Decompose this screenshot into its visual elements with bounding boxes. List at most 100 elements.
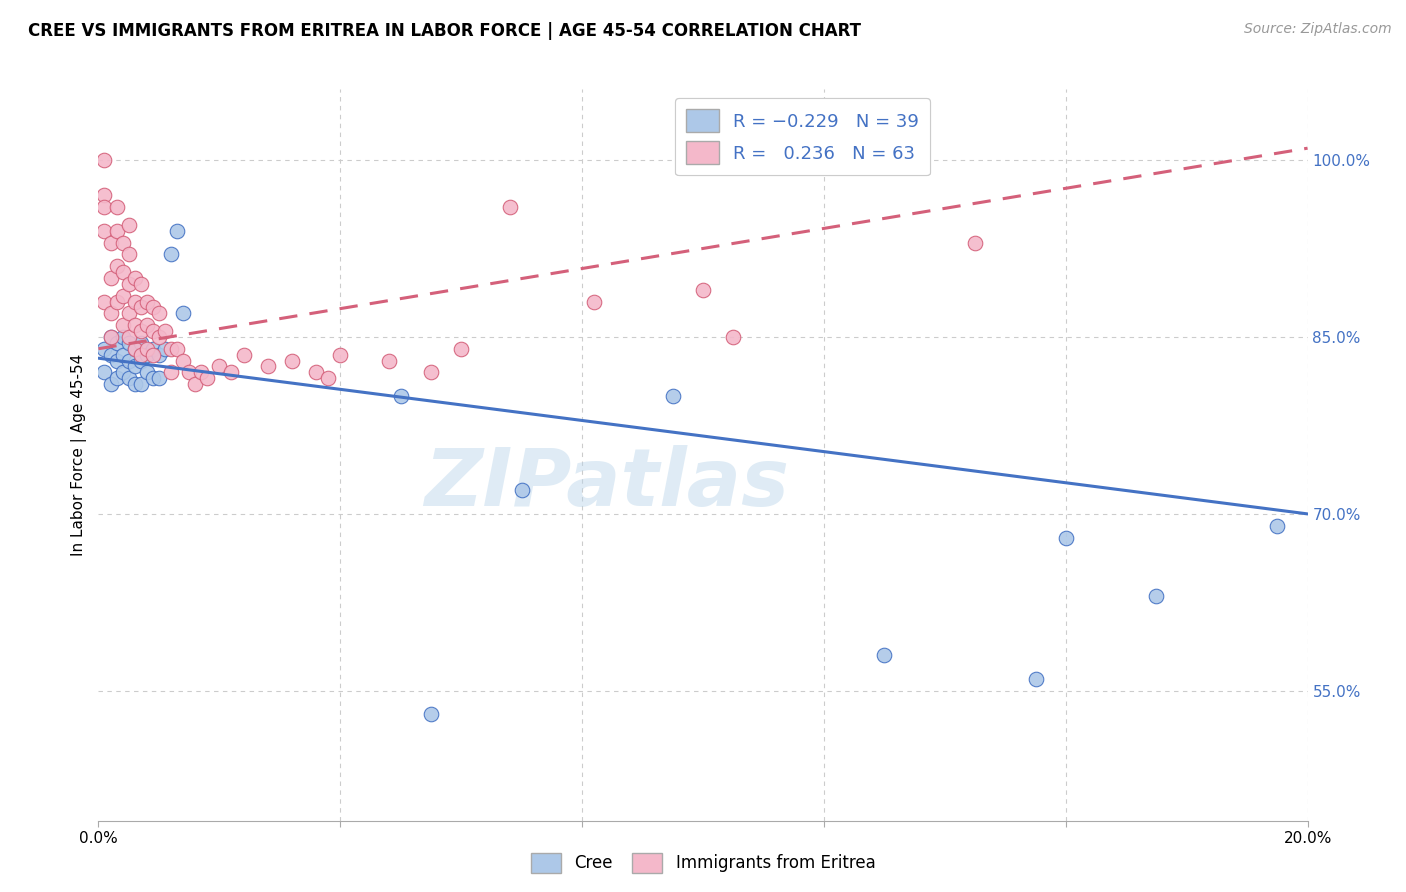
Point [105,353,128,368]
Point [389,389,412,403]
Point [111,318,134,333]
Point [232,348,254,362]
Point [105,200,128,214]
Point [100,235,122,250]
Point [142,348,165,362]
Point [190,365,212,379]
Point [420,707,443,722]
Point [498,200,520,214]
Point [100,377,122,392]
Point [124,359,146,374]
Point [160,247,183,261]
Point [93,200,115,214]
Point [166,224,188,238]
Point [142,371,165,385]
Point [124,342,146,356]
Point [124,294,146,309]
Point [129,348,152,362]
Point [118,277,141,291]
Point [135,294,157,309]
Point [129,301,152,315]
Point [172,306,194,320]
Point [160,342,183,356]
Point [129,277,152,291]
Point [148,371,170,385]
Point [305,365,328,379]
Point [93,365,115,379]
Point [124,271,146,285]
Text: CREE VS IMMIGRANTS FROM ERITREA IN LABOR FORCE | AGE 45-54 CORRELATION CHART: CREE VS IMMIGRANTS FROM ERITREA IN LABOR… [28,22,860,40]
Point [148,348,170,362]
Point [1054,531,1077,545]
Point [583,294,606,309]
Point [111,330,134,344]
Point [873,648,896,663]
Point [105,224,128,238]
Point [153,342,176,356]
Point [329,348,352,362]
Point [118,218,141,232]
Point [965,235,987,250]
Legend: Cree, Immigrants from Eritrea: Cree, Immigrants from Eritrea [524,847,882,880]
Point [135,342,157,356]
Point [195,371,218,385]
Point [184,377,207,392]
Point [105,294,128,309]
Point [105,259,128,273]
Point [208,359,231,374]
Point [111,288,134,302]
Point [93,342,115,356]
Text: Source: ZipAtlas.com: Source: ZipAtlas.com [1244,22,1392,37]
Point [135,365,157,379]
Point [377,353,399,368]
Point [135,348,157,362]
Text: ZIPatlas: ZIPatlas [423,445,789,524]
Point [420,365,443,379]
Point [100,348,122,362]
Point [221,365,243,379]
Point [100,330,122,344]
Point [1267,518,1289,533]
Point [129,353,152,368]
Point [153,324,176,338]
Point [111,348,134,362]
Point [118,330,141,344]
Point [723,330,745,344]
Point [111,265,134,279]
Point [281,353,304,368]
Point [124,318,146,333]
Point [510,483,533,498]
Point [692,283,714,297]
Y-axis label: In Labor Force | Age 45-54: In Labor Force | Age 45-54 [72,354,87,556]
Point [450,342,472,356]
Point [662,389,685,403]
Point [118,371,141,385]
Point [1024,672,1046,686]
Point [105,335,128,350]
Point [160,365,183,379]
Point [148,306,170,320]
Point [100,306,122,320]
Point [129,377,152,392]
Point [118,335,141,350]
Point [256,359,278,374]
Point [129,335,152,350]
Point [118,306,141,320]
Point [118,353,141,368]
Point [93,153,115,167]
Point [135,318,157,333]
Point [129,324,152,338]
Point [124,377,146,392]
Legend: R = −0.229   N = 39, R =   0.236   N = 63: R = −0.229 N = 39, R = 0.236 N = 63 [675,98,929,176]
Point [316,371,339,385]
Point [142,324,165,338]
Point [142,301,165,315]
Point [93,294,115,309]
Point [118,247,141,261]
Point [105,371,128,385]
Point [1144,590,1167,604]
Point [100,330,122,344]
Point [93,224,115,238]
Point [166,342,188,356]
Point [100,271,122,285]
